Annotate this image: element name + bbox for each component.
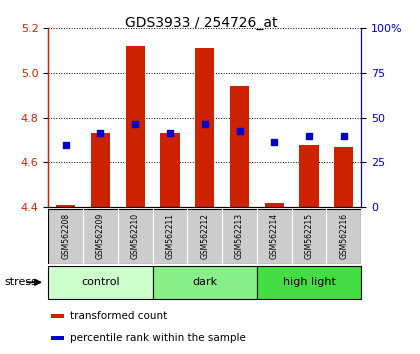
Text: GSM562210: GSM562210 [131, 213, 140, 259]
Text: GSM562209: GSM562209 [96, 213, 105, 259]
Text: transformed count: transformed count [70, 311, 168, 321]
Bar [152, 266, 257, 299]
Bar [56, 205, 75, 207]
Bar [91, 133, 110, 207]
Text: GDS3933 / 254726_at: GDS3933 / 254726_at [125, 16, 278, 30]
Text: stress: stress [4, 277, 37, 287]
Bar [48, 266, 152, 299]
Bar [334, 147, 353, 207]
Text: GSM562208: GSM562208 [61, 213, 70, 259]
Text: dark: dark [192, 277, 217, 287]
Bar [230, 86, 249, 207]
Bar [126, 46, 145, 207]
Bar [51, 336, 64, 340]
Text: GSM562213: GSM562213 [235, 213, 244, 259]
Text: GSM562212: GSM562212 [200, 213, 209, 259]
Bar [299, 144, 319, 207]
Text: GSM562215: GSM562215 [304, 213, 314, 259]
Bar [257, 266, 361, 299]
Text: GSM562211: GSM562211 [165, 213, 174, 259]
Bar [51, 314, 64, 318]
Text: GSM562216: GSM562216 [339, 213, 348, 259]
Text: GSM562214: GSM562214 [270, 213, 279, 259]
Bar [195, 48, 214, 207]
Text: percentile rank within the sample: percentile rank within the sample [70, 333, 246, 343]
Text: high light: high light [283, 277, 336, 287]
Bar [160, 133, 179, 207]
Text: control: control [81, 277, 120, 287]
Bar [265, 202, 284, 207]
